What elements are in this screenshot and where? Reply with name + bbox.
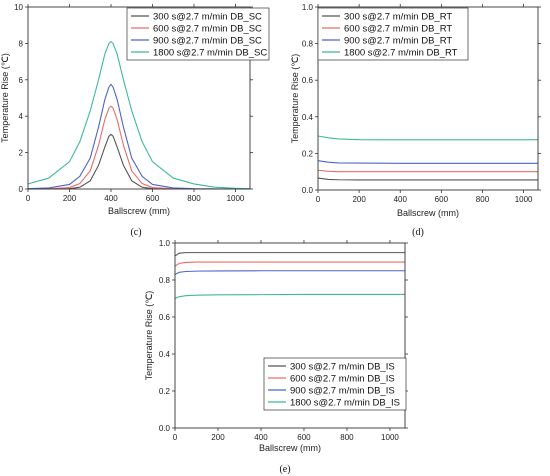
x-tick-label: 1000 bbox=[227, 194, 245, 203]
y-tick-label: 6 bbox=[19, 76, 24, 85]
x-tick-label: 200 bbox=[211, 433, 225, 442]
y-axis-label: Temperature Rise (℃) bbox=[144, 291, 154, 381]
series-line-2 bbox=[27, 105, 250, 190]
series-line-4 bbox=[27, 40, 251, 190]
x-tick-label: 0 bbox=[173, 433, 178, 442]
panel-caption: (d) bbox=[412, 227, 424, 238]
legend-label-1: 300 s@2.7 m/min DB_SC bbox=[153, 12, 262, 23]
y-tick-label: 0.4 bbox=[302, 113, 314, 122]
x-tick-label: 400 bbox=[254, 433, 268, 442]
y-tick-label: 0.2 bbox=[302, 149, 314, 158]
y-axis-label: Temperature Rise (℃) bbox=[0, 53, 10, 143]
x-tick-label: 800 bbox=[340, 433, 354, 442]
y-tick-label: 0.8 bbox=[302, 40, 314, 49]
x-tick-label: 1000 bbox=[515, 195, 533, 204]
y-tick-label: 4 bbox=[19, 112, 24, 121]
legend-box bbox=[126, 7, 270, 61]
x-tick-label: 800 bbox=[476, 195, 490, 204]
legend-box bbox=[317, 7, 469, 61]
y-axis-label: Temperature Rise (℃) bbox=[290, 54, 300, 144]
y-tick-label: 0.0 bbox=[302, 186, 314, 195]
panel-caption: (e) bbox=[279, 464, 290, 475]
y-tick-label: 10 bbox=[14, 3, 23, 12]
series-line-4 bbox=[317, 135, 539, 141]
y-tick-label: 0.8 bbox=[159, 276, 171, 285]
series-line-4 bbox=[174, 293, 405, 300]
y-tick-label: 0.0 bbox=[159, 424, 171, 433]
series-line-3 bbox=[27, 83, 250, 190]
plot-frame bbox=[317, 6, 539, 191]
panel-caption: (c) bbox=[130, 227, 141, 238]
plot-frame bbox=[27, 6, 251, 190]
x-tick-label: 200 bbox=[63, 194, 77, 203]
x-tick-label: 800 bbox=[187, 194, 201, 203]
legend-label-4: 1800 s@2.7 m/min DB_SC bbox=[153, 48, 267, 59]
chart-panel-e: 0 200 400 600 800 1000 0.0 0.2 0.4 0.6 0.8 1.0 Balls… bbox=[144, 239, 408, 475]
plot-frame bbox=[174, 242, 406, 429]
x-tick-label: 600 bbox=[146, 194, 160, 203]
x-tick-label: 0 bbox=[316, 195, 321, 204]
legend-label-1: 300 s@2.7 m/min DB_RT bbox=[344, 12, 452, 23]
series-line-3 bbox=[174, 270, 405, 275]
legend-label-3: 900 s@2.7 m/min DB_IS bbox=[290, 386, 395, 397]
x-tick-label: 600 bbox=[435, 195, 449, 204]
y-tick-label: 0.2 bbox=[159, 387, 171, 396]
y-tick-label: 0.6 bbox=[159, 313, 171, 322]
series-line-1 bbox=[28, 133, 250, 190]
y-tick-label: 8 bbox=[19, 39, 24, 48]
legend-label-4: 1800 s@2.7 m/min DB_IS bbox=[290, 398, 400, 409]
y-tick-label: 1.0 bbox=[302, 3, 314, 12]
x-axis-label: Ballscrew (mm) bbox=[259, 443, 321, 453]
x-axis-label: Ballscrew (mm) bbox=[397, 208, 459, 218]
legend-label-3: 900 s@2.7 m/min DB_RT bbox=[344, 36, 452, 47]
chart-panel-d: 0 200 400 600 800 1000 0.0 0.2 0.4 0.6 0.8 1.0 Balls… bbox=[290, 3, 541, 238]
series-line-1 bbox=[317, 177, 538, 181]
y-tick-label: 1.0 bbox=[159, 239, 171, 248]
chart-panel-c: 0 200 400 600 800 1000 0 2 4 6 8 10 Ballscrew (mm) Te… bbox=[0, 3, 270, 238]
x-tick-label: 600 bbox=[297, 433, 311, 442]
legend-box bbox=[263, 357, 407, 411]
x-tick-label: 400 bbox=[394, 195, 408, 204]
series-line-2 bbox=[317, 169, 538, 173]
legend-label-2: 600 s@2.7 m/min DB_RT bbox=[344, 24, 452, 35]
x-axis-label: Ballscrew (mm) bbox=[108, 206, 170, 216]
series-line-3 bbox=[317, 160, 538, 164]
legend-label-1: 300 s@2.7 m/min DB_IS bbox=[290, 362, 395, 373]
legend-label-2: 600 s@2.7 m/min DB_IS bbox=[290, 374, 395, 385]
x-tick-label: 1000 bbox=[381, 433, 399, 442]
legend-label-3: 900 s@2.7 m/min DB_SC bbox=[153, 36, 262, 47]
y-tick-label: 0 bbox=[19, 185, 24, 194]
x-tick-label: 0 bbox=[26, 194, 31, 203]
legend-label-2: 600 s@2.7 m/min DB_SC bbox=[153, 24, 262, 35]
x-tick-label: 200 bbox=[352, 195, 366, 204]
y-tick-label: 0.6 bbox=[302, 76, 314, 85]
y-tick-label: 2 bbox=[19, 149, 24, 158]
y-tick-label: 0.4 bbox=[159, 350, 171, 359]
series-line-1 bbox=[174, 252, 405, 257]
x-tick-label: 400 bbox=[104, 194, 118, 203]
legend-label-4: 1800 s@2.7 m/min DB_RT bbox=[344, 48, 458, 59]
series-line-2 bbox=[174, 261, 405, 267]
